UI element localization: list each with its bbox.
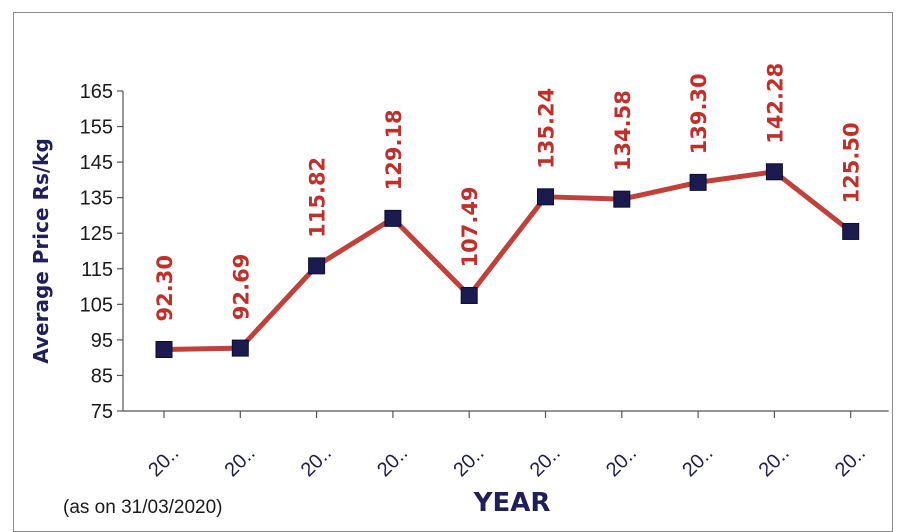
x-tick-label: 20.. bbox=[831, 442, 870, 481]
x-axis-title: YEAR bbox=[473, 488, 551, 518]
data-label: 115.82 bbox=[306, 157, 330, 238]
x-tick-label: 20.. bbox=[144, 442, 183, 481]
x-tick-label: 20.. bbox=[526, 442, 565, 481]
y-tick-label: 105 bbox=[80, 294, 113, 316]
data-label: 142.28 bbox=[763, 63, 787, 144]
y-tick-label: 115 bbox=[81, 259, 113, 281]
as-on-note: (as on 31/03/2020) bbox=[63, 497, 223, 518]
x-tick-label: 20.. bbox=[755, 442, 794, 481]
data-point-marker bbox=[460, 286, 478, 304]
data-label: 129.18 bbox=[382, 109, 406, 190]
x-tick-label: 20.. bbox=[449, 442, 488, 481]
data-point-marker bbox=[384, 209, 402, 227]
y-tick-label: 85 bbox=[91, 365, 113, 387]
series-line bbox=[163, 169, 853, 352]
x-tick-label: 20.. bbox=[373, 442, 412, 481]
data-label: 139.30 bbox=[687, 73, 711, 154]
data-label: 92.30 bbox=[153, 255, 177, 321]
data-point-marker bbox=[155, 340, 173, 358]
x-tick-label: 20.. bbox=[678, 442, 717, 481]
data-label: 107.49 bbox=[458, 186, 482, 267]
data-point-marker bbox=[231, 339, 249, 357]
y-tick-label: 125 bbox=[80, 223, 113, 245]
x-tick-label: 20.. bbox=[297, 442, 336, 481]
data-point-marker bbox=[537, 188, 554, 206]
y-tick-label: 135 bbox=[80, 188, 113, 210]
data-point-marker bbox=[765, 163, 783, 181]
x-tick-label: 20.. bbox=[602, 442, 641, 481]
y-tick-label: 155 bbox=[80, 117, 113, 139]
data-label: 134.58 bbox=[611, 90, 635, 171]
data-point-marker bbox=[842, 222, 860, 240]
x-tick-label: 20.. bbox=[220, 442, 259, 481]
y-tick-label: 145 bbox=[80, 152, 113, 174]
y-tick-label: 165 bbox=[80, 81, 113, 103]
data-point-marker bbox=[308, 257, 326, 275]
y-tick-label: 75 bbox=[91, 401, 113, 423]
data-label: 135.24 bbox=[535, 88, 559, 169]
y-tick-label: 95 bbox=[91, 330, 113, 352]
data-point-marker bbox=[613, 190, 631, 208]
data-label: 125.50 bbox=[840, 122, 864, 203]
data-point-marker bbox=[689, 173, 707, 191]
y-axis-title: Average Price Rs/kg bbox=[29, 138, 53, 364]
data-label: 92.69 bbox=[229, 254, 253, 320]
